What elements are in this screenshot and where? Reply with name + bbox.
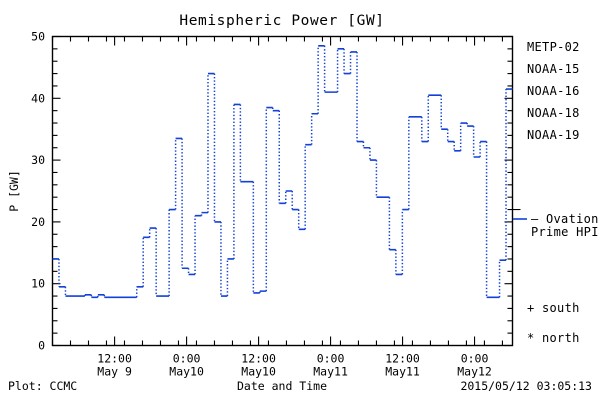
marker-south-label: south (542, 301, 580, 315)
legend-entry-noaa-16: NOAA-16 (527, 84, 580, 98)
marker-south-symbol: + (527, 301, 535, 315)
y-tick-label: 50 (31, 30, 45, 44)
x-tick-label-time: 0:00 (461, 352, 489, 366)
x-tick-label-date: May11 (313, 365, 348, 379)
ovation-legend-dash: — (531, 212, 539, 226)
x-tick-label-time: 0:00 (317, 352, 345, 366)
ovation-legend-line2: Prime HPI (531, 225, 599, 239)
data-series-ovation-prime-hpi (52, 44, 513, 299)
legend: METP-02 NOAA-15 NOAA-16 NOAA-18 NOAA-19 (527, 40, 580, 142)
y-axis-title: P [GW] (7, 170, 21, 212)
x-tick-label-date: May12 (457, 365, 492, 379)
y-tick-label: 0 (38, 339, 45, 353)
legend-entry-noaa-18: NOAA-18 (527, 106, 580, 120)
legend-entry-metp-02: METP-02 (527, 40, 580, 54)
series-step-horizontal (52, 44, 513, 299)
x-tick-label-date: May10 (241, 365, 276, 379)
x-tick-label-time: 0:00 (173, 352, 201, 366)
x-tick-label-date: May 9 (97, 365, 132, 379)
series-step-vertical (58, 45, 507, 298)
chart-title: Hemispheric Power [GW] (179, 13, 384, 29)
x-axis-title: Date and Time (237, 379, 327, 393)
x-axis-ticks (51, 36, 503, 346)
x-tick-label-time: 12:00 (385, 352, 420, 366)
y-axis-labels: 0 10 20 30 40 50 (31, 30, 45, 353)
x-tick-label-date: May11 (385, 365, 420, 379)
marker-north-label: north (542, 331, 580, 345)
y-axis-ticks (52, 35, 521, 347)
y-tick-label: 40 (31, 91, 45, 105)
plot-frame (51, 35, 514, 347)
x-tick-label-date: May10 (169, 365, 204, 379)
y-tick-label: 10 (31, 277, 45, 291)
plot-credit: Plot: CCMC (8, 379, 77, 393)
y-tick-label: 20 (31, 215, 45, 229)
x-tick-label-time: 12:00 (97, 352, 132, 366)
x-tick-label-time: 12:00 (241, 352, 276, 366)
plot-timestamp: 2015/05/12 03:05:13 (460, 379, 592, 393)
ovation-legend-line1: Ovation (546, 212, 599, 226)
legend-entry-noaa-15: NOAA-15 (527, 62, 580, 76)
legend-entry-noaa-19: NOAA-19 (527, 128, 580, 142)
marker-north-symbol: * (527, 331, 535, 345)
y-tick-label: 30 (31, 153, 45, 167)
